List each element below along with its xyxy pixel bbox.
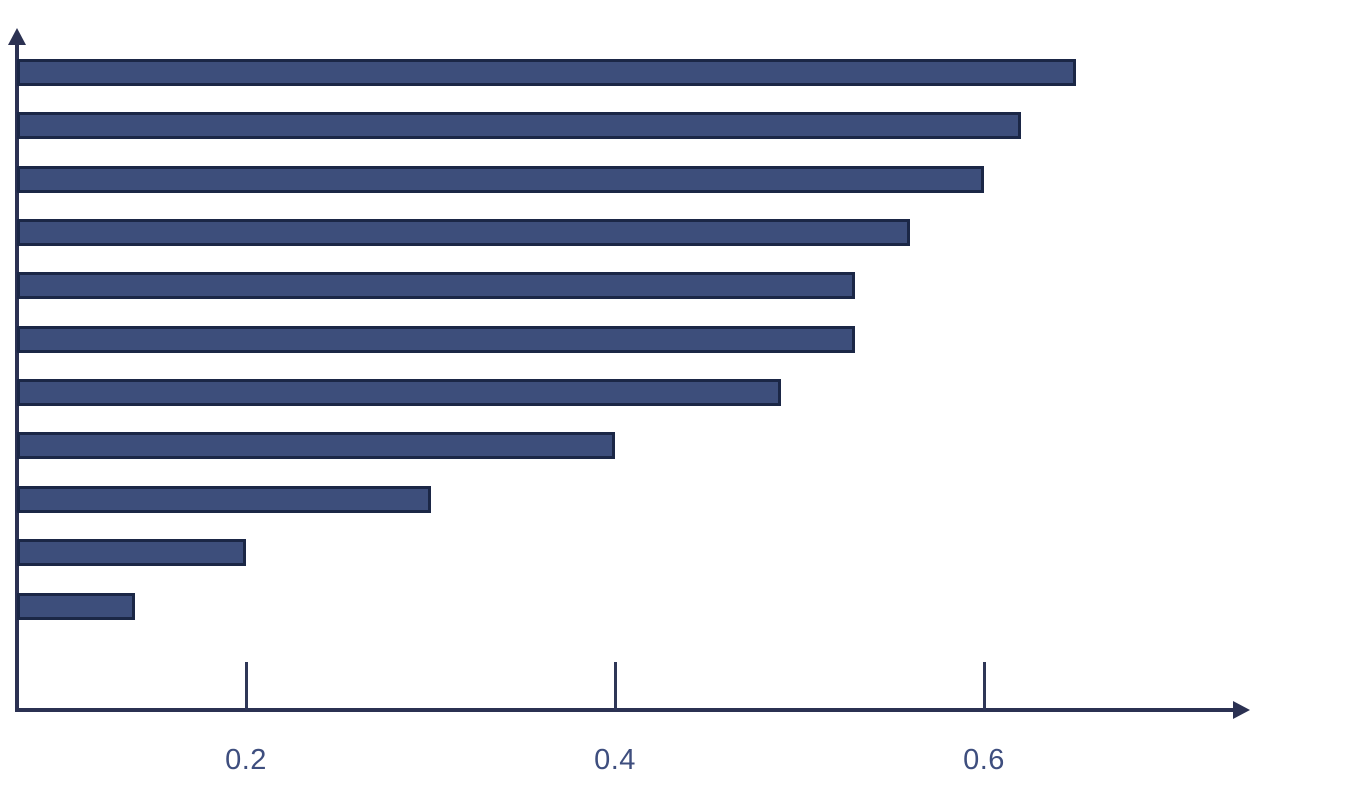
bar bbox=[17, 272, 855, 299]
x-axis-tick bbox=[982, 662, 986, 710]
bar bbox=[17, 432, 615, 459]
x-axis-arrowhead-icon bbox=[1233, 701, 1250, 719]
x-axis-tick-label: 0.6 bbox=[963, 744, 1005, 776]
x-axis bbox=[15, 708, 1234, 712]
bar bbox=[17, 59, 1077, 86]
bar bbox=[17, 166, 984, 193]
bar bbox=[17, 112, 1021, 139]
x-axis-tick-label: 0.2 bbox=[225, 744, 267, 776]
x-axis-tick bbox=[244, 662, 248, 710]
bar bbox=[17, 379, 781, 406]
bar bbox=[17, 539, 246, 566]
x-axis-tick-label: 0.4 bbox=[594, 744, 636, 776]
y-axis bbox=[15, 40, 19, 712]
x-axis-tick bbox=[613, 662, 617, 710]
bar bbox=[17, 593, 136, 620]
bar bbox=[17, 486, 431, 513]
y-axis-arrowhead-icon bbox=[8, 28, 26, 45]
bar bbox=[17, 219, 911, 246]
bar bbox=[17, 326, 855, 353]
